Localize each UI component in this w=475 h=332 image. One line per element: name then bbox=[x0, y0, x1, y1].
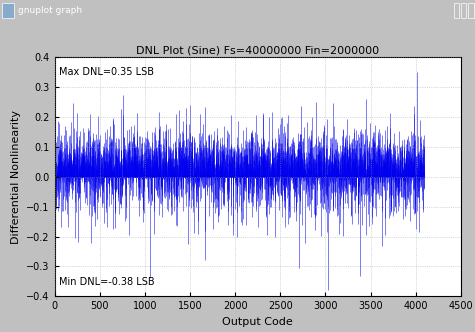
X-axis label: Output Code: Output Code bbox=[222, 317, 293, 327]
Y-axis label: Differential Nonlinearity: Differential Nonlinearity bbox=[11, 110, 21, 244]
Bar bbox=[461, 3, 466, 18]
Bar bbox=[468, 3, 474, 18]
Title: DNL Plot (Sine) Fs=40000000 Fin=2000000: DNL Plot (Sine) Fs=40000000 Fin=2000000 bbox=[136, 45, 379, 55]
Bar bbox=[2, 3, 14, 18]
Text: gnuplot graph: gnuplot graph bbox=[18, 6, 82, 15]
Text: Max DNL=0.35 LSB: Max DNL=0.35 LSB bbox=[59, 67, 154, 77]
Text: Min DNL=-0.38 LSB: Min DNL=-0.38 LSB bbox=[59, 277, 154, 287]
Bar bbox=[454, 3, 459, 18]
